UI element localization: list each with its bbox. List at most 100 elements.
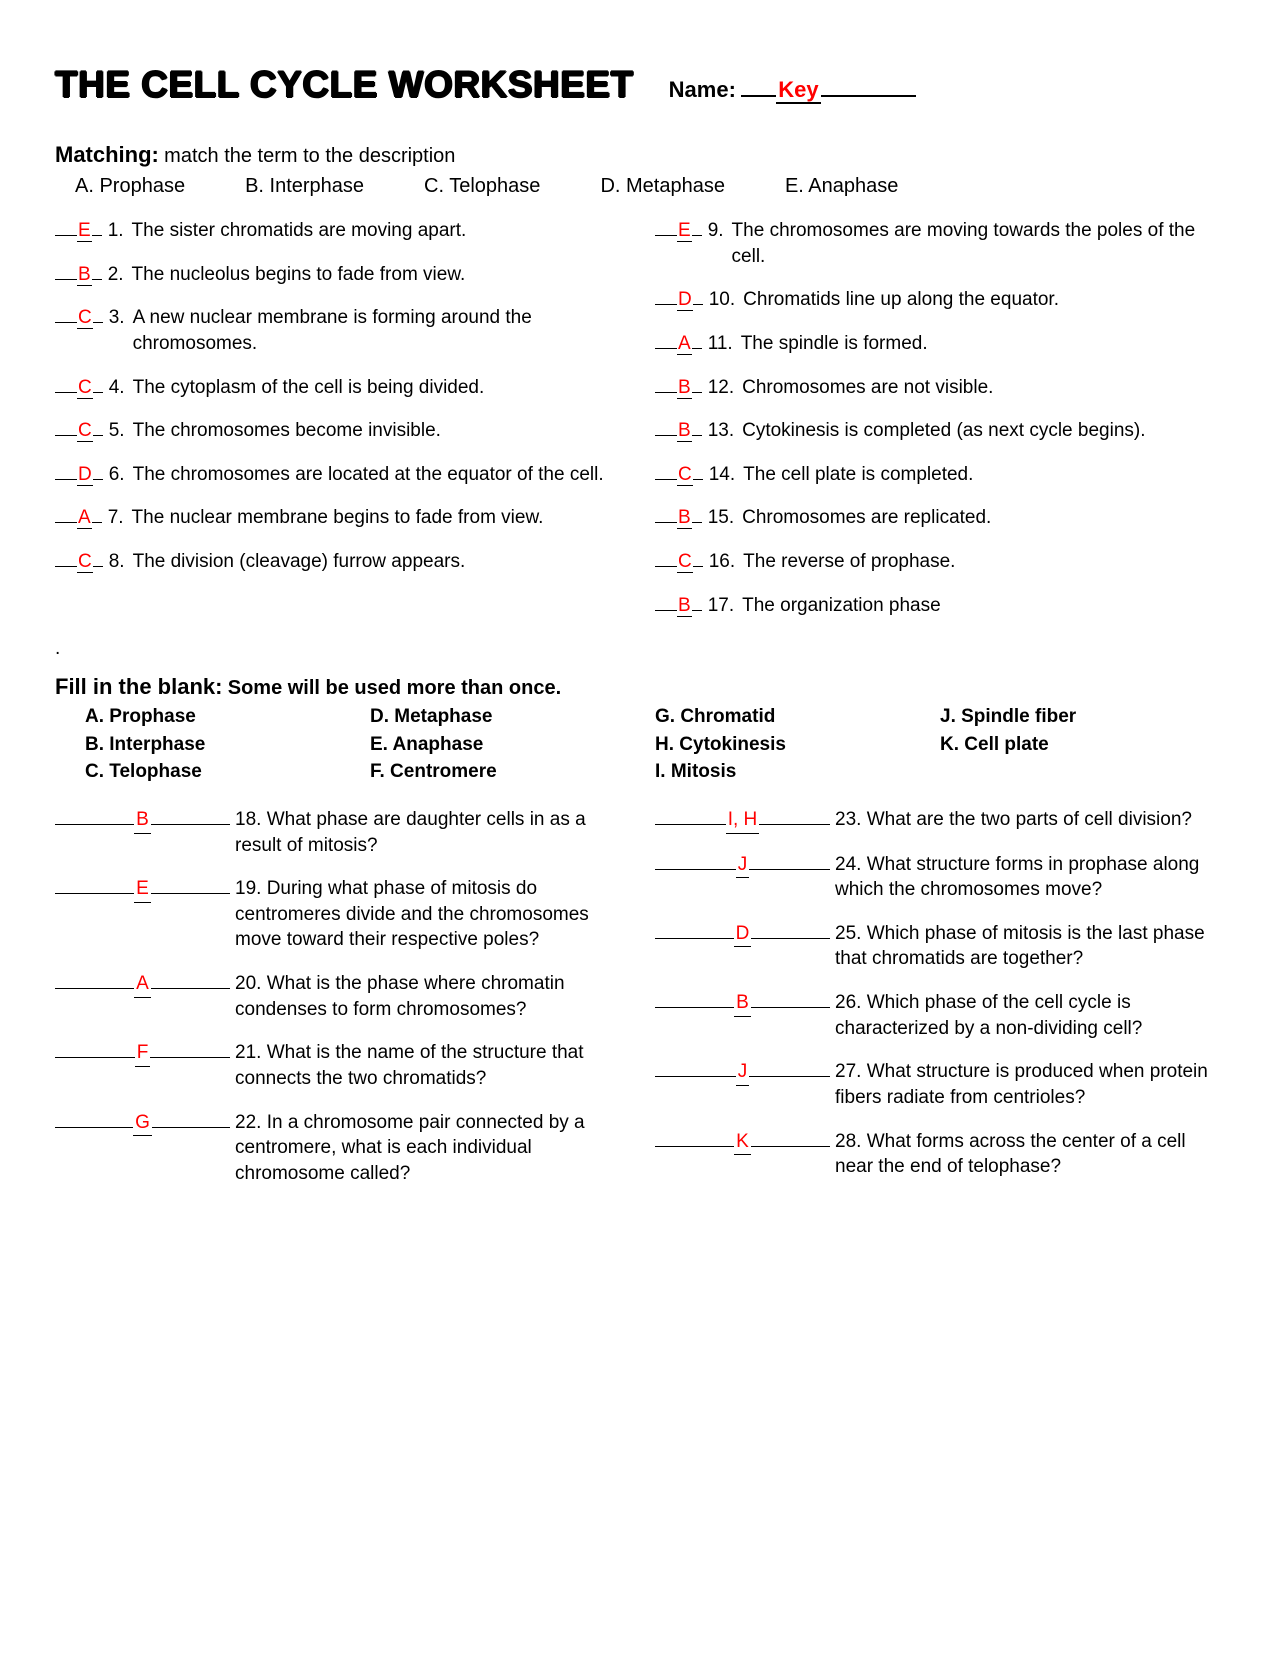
fb-text: 22. In a chromosome pair connected by a … <box>230 1110 625 1187</box>
fb-opt-col: J. Spindle fiber K. Cell plate <box>940 704 1225 787</box>
blank-suffix <box>92 235 102 236</box>
fillblank-item: F 21. What is the name of the structure t… <box>55 1040 625 1091</box>
match-text: The spindle is formed. <box>741 331 1225 357</box>
fb-answer: E <box>134 876 151 903</box>
match-text: Cytokinesis is completed (as next cycle … <box>742 418 1225 444</box>
match-number: 14. <box>709 462 735 488</box>
fb-opt-col: D. Metaphase E. Anaphase F. Centromere <box>370 704 655 787</box>
fb-option: J. Spindle fiber <box>940 704 1225 730</box>
fillblank-item: A20. What is the phase where chromatin c… <box>55 971 625 1022</box>
fb-blank-before <box>655 869 736 870</box>
fb-opt-col: A. Prophase B. Interphase C. Telophase <box>85 704 370 787</box>
fb-number: 18. <box>235 809 261 830</box>
fb-number: 26. <box>835 992 861 1013</box>
match-number: 6. <box>109 462 125 488</box>
fb-blank: B <box>55 807 230 834</box>
fb-blank-after <box>751 1146 830 1147</box>
fillblank-section: Fill in the blank: Some will be used mor… <box>55 672 1225 1205</box>
fb-question: Which phase of the cell cycle is charact… <box>835 992 1142 1039</box>
fb-question: What phase are daughter cells in as a re… <box>235 809 586 856</box>
fb-blank-after <box>151 824 230 825</box>
fb-answer: J <box>736 852 750 879</box>
fb-option: C. Telophase <box>85 759 370 785</box>
match-text: The division (cleavage) furrow appears. <box>133 549 625 575</box>
matching-heading-row: Matching: match the term to the descript… <box>55 140 1225 170</box>
match-item: B15.Chromosomes are replicated. <box>655 505 1225 531</box>
period-dot: . <box>55 636 1225 662</box>
match-item: C16.The reverse of prophase. <box>655 549 1225 575</box>
fb-text: 27. What structure is produced when prot… <box>830 1059 1225 1110</box>
blank-prefix <box>55 322 77 323</box>
blank-suffix <box>692 522 702 523</box>
fb-number: 27. <box>835 1061 861 1082</box>
name-blank-after <box>821 95 916 97</box>
match-number: 13. <box>708 418 734 444</box>
fb-answer: B <box>734 990 751 1017</box>
match-number: 3. <box>109 305 125 331</box>
fb-number: 25. <box>835 923 861 944</box>
fb-answer: A <box>134 971 151 998</box>
fillblank-item: J24. What structure forms in prophase al… <box>655 852 1225 903</box>
match-blank: C <box>55 375 103 401</box>
matching-option: B. Interphase <box>245 173 364 200</box>
blank-prefix <box>655 479 677 480</box>
match-answer: B <box>677 595 692 617</box>
fillblank-item: E 19. During what phase of mitosis do cen… <box>55 876 625 953</box>
fb-number: 24. <box>835 854 861 875</box>
blank-suffix <box>92 279 102 280</box>
fb-question: In a chromosome pair connected by a cent… <box>235 1112 585 1184</box>
fillblank-right-col: I, H 23. What are the two parts of cell d… <box>655 807 1225 1205</box>
fb-blank: A <box>55 971 230 998</box>
fb-number: 23. <box>835 809 861 830</box>
fb-blank-after <box>151 893 230 894</box>
matching-option: D. Metaphase <box>600 173 725 200</box>
fb-question: Which phase of mitosis is the last phase… <box>835 923 1205 970</box>
blank-prefix <box>655 566 677 567</box>
blank-suffix <box>93 435 103 436</box>
fb-blank: I, H <box>655 807 830 834</box>
fillblank-item: G22. In a chromosome pair connected by a… <box>55 1110 625 1187</box>
match-text: Chromatids line up along the equator. <box>743 287 1225 313</box>
fb-answer: K <box>734 1129 751 1156</box>
matching-option: C. Telophase <box>424 173 540 200</box>
fb-blank-after <box>751 1007 830 1008</box>
fb-text: 26. Which phase of the cell cycle is cha… <box>830 990 1225 1041</box>
match-item: E9.The chromosomes are moving towards th… <box>655 218 1225 269</box>
blank-suffix <box>693 566 703 567</box>
match-blank: B <box>655 418 702 444</box>
fb-blank-after <box>749 869 830 870</box>
match-blank: A <box>655 331 702 357</box>
fb-blank-before <box>55 988 134 989</box>
fb-text: 19. During what phase of mitosis do cent… <box>230 876 625 953</box>
match-text: The reverse of prophase. <box>743 549 1225 575</box>
fb-answer: J <box>736 1059 750 1086</box>
blank-suffix <box>693 479 703 480</box>
fb-number: 19. <box>235 878 261 899</box>
fillblank-left-col: B18. What phase are daughter cells in as… <box>55 807 625 1205</box>
blank-prefix <box>55 235 77 236</box>
matching-option: A. Prophase <box>75 173 185 200</box>
blank-prefix <box>55 479 77 480</box>
match-answer: D <box>677 289 693 311</box>
fb-text: 23. What are the two parts of cell divis… <box>830 807 1225 833</box>
blank-suffix <box>93 392 103 393</box>
fb-number: 28. <box>835 1131 861 1152</box>
matching-options: A. Prophase B. Interphase C. Telophase D… <box>55 170 1225 218</box>
blank-suffix <box>692 235 702 236</box>
fb-question: What are the two parts of cell division? <box>867 809 1192 830</box>
fb-question: What is the name of the structure that c… <box>235 1042 584 1089</box>
match-item: E1.The sister chromatids are moving apar… <box>55 218 625 244</box>
blank-prefix <box>655 348 677 349</box>
fb-number: 21. <box>235 1042 261 1063</box>
match-answer: B <box>677 420 692 442</box>
fb-answer: F <box>135 1040 151 1067</box>
match-text: The chromosomes are located at the equat… <box>133 462 625 488</box>
name-value: Key <box>776 77 820 104</box>
fb-answer: I, H <box>726 807 760 834</box>
match-number: 17. <box>708 593 734 619</box>
fb-question: What structure is produced when protein … <box>835 1061 1208 1108</box>
matching-option: E. Anaphase <box>785 173 898 200</box>
blank-prefix <box>55 566 77 567</box>
fb-option: B. Interphase <box>85 732 370 758</box>
fb-blank-after <box>151 988 230 989</box>
